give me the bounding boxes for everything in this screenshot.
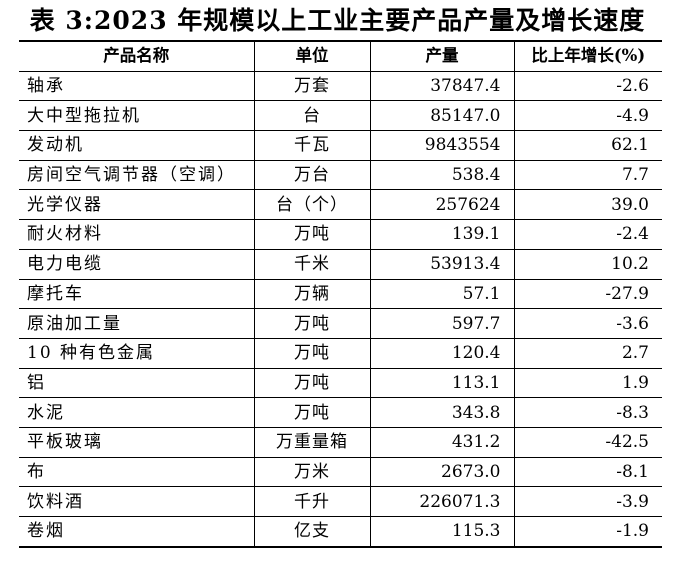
table-row: 铝万吨 113.1 1.9 [19, 367, 662, 399]
unit-cell: 万台 [253, 159, 371, 191]
growth-cell: -4.9 [513, 100, 662, 132]
table-row: 光学仪器 台（个） 257624 39.0 [19, 189, 662, 221]
unit-cell: 千升 [253, 486, 371, 517]
table-row: 水泥 万吨 343.8 -8.3 [19, 397, 662, 428]
table-row: 摩托车 万辆 57.1 -27.9 [19, 278, 662, 310]
unit-cell: 万米 [253, 456, 371, 488]
header-growth: 比上年增长(%) [513, 39, 662, 72]
production-table: 产品名称 单位 产量 比上年增长(%) 轴承 万套 37847.4 -2.6 大中型拖拉… [19, 39, 662, 548]
output-cell: 538.4 [369, 159, 515, 191]
product-name-cell: 摩托车 [19, 278, 255, 310]
table-row: 平板玻璃 万重量箱 431.2 -42.5 [19, 426, 662, 458]
product-name-cell: 轴承 [19, 70, 255, 102]
header-output: 产量 [369, 39, 515, 72]
output-cell: 343.8 [369, 397, 515, 428]
output-cell: 57.1 [369, 278, 515, 310]
unit-cell: 台（个） [253, 189, 371, 221]
product-name-cell: 光学仪器 [19, 189, 255, 221]
product-name-cell: 饮料酒 [19, 486, 255, 517]
table-row: 发动机 千瓦 9843554 62.1 [19, 130, 662, 161]
unit-cell: 千瓦 [253, 130, 371, 161]
product-name-cell: 平板玻璃 [19, 426, 255, 458]
unit-cell: 万吨 [253, 337, 371, 369]
growth-cell: -8.3 [513, 397, 662, 428]
growth-cell: -3.9 [513, 486, 662, 517]
output-cell: 226071.3 [369, 486, 515, 517]
unit-cell: 万吨 [253, 219, 371, 250]
unit-cell: 万吨 [253, 367, 371, 399]
output-cell: 53913.4 [369, 248, 515, 280]
product-name-cell: 大中型拖拉机 [19, 100, 255, 132]
product-name-cell: 发动机 [19, 130, 255, 161]
product-name-cell: 电力电缆 [19, 248, 255, 280]
product-name-cell: 布 [19, 456, 255, 488]
table-row: 房间空气调节器（空调） 万台 538.4 7.7 [19, 159, 662, 191]
header-unit: 单位 [253, 39, 371, 72]
growth-cell: 10.2 [513, 248, 662, 280]
product-name-cell: 房间空气调节器（空调） [19, 159, 255, 191]
output-cell: 115.3 [369, 515, 515, 548]
table-row: 10 种有色金属 万吨 120.4 2.7 [19, 337, 662, 369]
output-cell: 85147.0 [369, 100, 515, 132]
growth-cell: 62.1 [513, 130, 662, 161]
table-row: 电力电缆 千米 53913.4 10.2 [19, 248, 662, 280]
growth-cell: -3.6 [513, 308, 662, 339]
unit-cell: 万吨 [253, 397, 371, 428]
growth-cell: 7.7 [513, 159, 662, 191]
unit-cell: 千米 [253, 248, 371, 280]
output-cell: 120.4 [369, 337, 515, 369]
growth-cell: 39.0 [513, 189, 662, 221]
output-cell: 431.2 [369, 426, 515, 458]
product-name-cell: 耐火材料 [19, 219, 255, 250]
output-cell: 139.1 [369, 219, 515, 250]
table-row: 卷烟 亿支 115.3 -1.9 [19, 515, 662, 548]
product-name-cell: 水泥 [19, 397, 255, 428]
table-row: 饮料酒 千升 226071.3 -3.9 [19, 486, 662, 517]
unit-cell: 万重量箱 [253, 426, 371, 458]
table-row: 耐火材料 万吨 139.1 -2.4 [19, 219, 662, 250]
output-cell: 37847.4 [369, 70, 515, 102]
output-cell: 597.7 [369, 308, 515, 339]
unit-cell: 万套 [253, 70, 371, 102]
unit-cell: 万辆 [253, 278, 371, 310]
growth-cell: 1.9 [513, 367, 662, 399]
table-row: 轴承 万套 37847.4 -2.6 [19, 70, 662, 102]
growth-cell: -42.5 [513, 426, 662, 458]
unit-cell: 亿支 [253, 515, 371, 548]
output-cell: 9843554 [369, 130, 515, 161]
output-cell: 2673.0 [369, 456, 515, 488]
output-cell: 113.1 [369, 367, 515, 399]
table-body: 轴承 万套 37847.4 -2.6 大中型拖拉机台 85147.0 -4.9 发动机 千瓦 98… [19, 70, 662, 548]
unit-cell: 万吨 [253, 308, 371, 339]
growth-cell: -8.1 [513, 456, 662, 488]
growth-cell: 2.7 [513, 337, 662, 369]
growth-cell: -1.9 [513, 515, 662, 548]
output-cell: 257624 [369, 189, 515, 221]
header-row: 产品名称 单位 产量 比上年增长(%) [19, 39, 662, 72]
growth-cell: -27.9 [513, 278, 662, 310]
unit-cell: 台 [253, 100, 371, 132]
table-row: 布万米 2673.0 -8.1 [19, 456, 662, 488]
table-row: 大中型拖拉机台 85147.0 -4.9 [19, 100, 662, 132]
growth-cell: -2.4 [513, 219, 662, 250]
product-name-cell: 10 种有色金属 [19, 337, 255, 369]
product-name-cell: 卷烟 [19, 515, 255, 548]
table-row: 原油加工量 万吨 597.7 -3.6 [19, 308, 662, 339]
product-name-cell: 原油加工量 [19, 308, 255, 339]
header-product-name: 产品名称 [19, 39, 255, 72]
growth-cell: -2.6 [513, 70, 662, 102]
table-title: 表 3:2023 年规模以上工业主要产品产量及增长速度 [29, 6, 646, 35]
product-name-cell: 铝 [19, 367, 255, 399]
